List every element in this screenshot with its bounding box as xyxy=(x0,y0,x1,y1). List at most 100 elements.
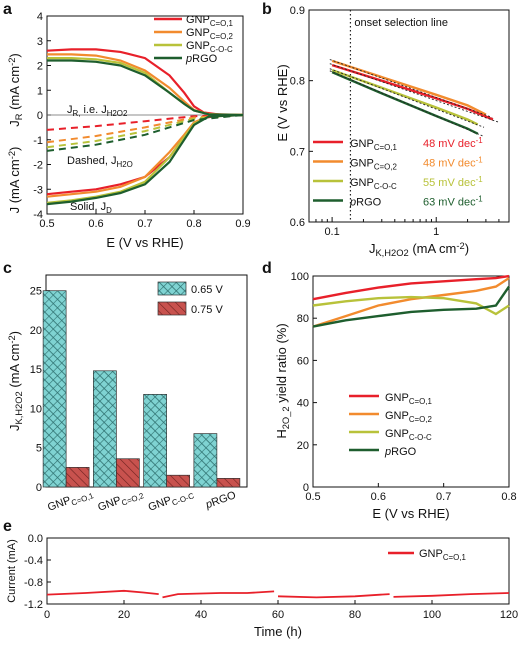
slope-label-b: 55 mV dec-1 xyxy=(423,175,483,189)
bar-0-3 xyxy=(193,433,218,488)
panel-b: 0.1 1 0.6 0.7 0.8 0.9 onset selection line GNPC… xyxy=(275,5,510,258)
y-tick-label-a: 4 xyxy=(37,11,43,23)
y-tick-label-a: -3 xyxy=(33,184,43,196)
legend-label-d: pRGO xyxy=(384,446,417,458)
y-tick-label-d: 40 xyxy=(297,398,309,410)
y-axis-label-e: Current (mA) xyxy=(6,539,18,603)
y-tick-label-a: 2 xyxy=(37,61,43,73)
y-tick-label-e: -0.4 xyxy=(24,555,43,567)
panel-label-a: a xyxy=(3,1,12,18)
panel-e: 0 20 40 60 80 100 120 0.0 -0.4 -0.8 -1.2 GNPC=O,1 Cu… xyxy=(6,533,518,639)
y-tick-label-c: 10 xyxy=(30,403,42,415)
y-tick-label-a: 1 xyxy=(37,85,43,97)
bar-1-0 xyxy=(65,467,90,488)
tafel-fit-0 xyxy=(329,63,500,123)
onset-label: onset selection line xyxy=(354,17,448,29)
x-axis-label-b: JK,H2O2 (mA cm-2) xyxy=(369,241,469,258)
legend-label-b: GNPC-O-C xyxy=(350,177,397,191)
category-label-c: GNPC-O-C xyxy=(147,486,196,515)
x-tick-label-e: 100 xyxy=(423,609,441,621)
category-label-c: pRGO xyxy=(203,489,238,511)
bar-1-1 xyxy=(116,458,140,488)
h2o-series-1 xyxy=(46,114,244,144)
annotation-solid: Solid, JD xyxy=(70,201,112,215)
disk-series-3 xyxy=(46,113,244,206)
x-tick-label-b: 1 xyxy=(433,226,439,238)
x-tick-label-e: 60 xyxy=(272,609,284,621)
panel-label-b: b xyxy=(262,1,272,18)
bar-0-0 xyxy=(42,290,67,488)
y-axis-label-c: JK,H2O2 (mA cm-2) xyxy=(7,331,24,431)
legend-label-d: GNPC=O,1 xyxy=(385,392,433,406)
stability-segment-1 xyxy=(162,590,275,599)
x-tick-label-b: 0.1 xyxy=(324,226,339,238)
panel-c: 0 5 10 15 20 25 GNPC=O,1 GNPC=O,2 GNPC-O-C pRGO 0.… xyxy=(7,274,248,516)
h2o-series-0 xyxy=(46,114,244,131)
tafel-series-3 xyxy=(331,71,479,135)
y-axis-label-a-bottom: J (mA cm-2) xyxy=(7,147,22,214)
yield-series-2 xyxy=(312,295,510,316)
x-tick-label-e: 0 xyxy=(44,609,50,621)
legend-label-e: GNPC=O,1 xyxy=(419,548,467,562)
y-tick-label-a: -4 xyxy=(33,209,43,221)
legend-label-b: pRGO xyxy=(349,197,382,209)
x-axis-label-e: Time (h) xyxy=(254,624,302,639)
y-axis-label-a-top: JR (mA cm-2) xyxy=(7,53,24,127)
legend-label-d: GNPC=O,2 xyxy=(385,410,432,424)
ring-series-3 xyxy=(47,59,244,117)
slope-label-b: 48 mV dec-1 xyxy=(423,156,483,170)
legend-label-a: GNPC=O,2 xyxy=(186,27,233,41)
y-tick-label-c: 15 xyxy=(30,364,42,376)
legend-swatch-c xyxy=(157,281,187,296)
y-tick-label-d: 20 xyxy=(297,440,309,452)
category-label-c: GNPC=O,2 xyxy=(96,487,145,516)
yield-series-3 xyxy=(312,285,510,328)
y-tick-label-b: 0.6 xyxy=(290,217,305,229)
plot-frame-b xyxy=(308,9,510,223)
y-tick-label-c: 0 xyxy=(36,482,42,494)
y-axis-label-d: H2O_2 yield ratio (%) xyxy=(274,323,291,438)
y-tick-label-e: -1.2 xyxy=(24,599,43,611)
ring-series-2 xyxy=(47,57,244,117)
slope-label-b: 63 mV dec-1 xyxy=(423,195,483,209)
legend-swatch-c xyxy=(157,301,187,316)
x-axis-label-d: E (V vs RHE) xyxy=(372,506,449,521)
category-label-c: GNPC=O,1 xyxy=(46,486,95,515)
y-tick-label-e: 0.0 xyxy=(28,533,43,545)
h2o-series-2 xyxy=(46,114,244,149)
y-axis-label-b: E (V vs RHE) xyxy=(275,64,290,141)
stability-segment-2 xyxy=(277,593,390,599)
y-tick-label-c: 25 xyxy=(30,286,42,298)
x-tick-label-e: 80 xyxy=(349,609,361,621)
panel-label-d: d xyxy=(262,260,272,277)
x-tick-label-d: 0.7 xyxy=(436,491,451,503)
x-tick-label-e: 20 xyxy=(118,609,130,621)
legend-label-a: pRGO xyxy=(185,53,218,65)
x-tick-label-e: 40 xyxy=(195,609,207,621)
stability-segment-3 xyxy=(393,592,510,598)
y-tick-label-c: 20 xyxy=(30,325,42,337)
y-tick-label-b: 0.9 xyxy=(290,5,305,17)
legend-label-c: 0.65 V xyxy=(191,284,223,296)
y-tick-label-a: 0 xyxy=(37,110,43,122)
legend-label-a: GNPC=O,1 xyxy=(186,14,234,28)
bar-1-3 xyxy=(216,478,241,488)
y-tick-label-b: 0.7 xyxy=(290,146,305,158)
annotation-dashed: Dashed, JH2O xyxy=(67,155,133,169)
legend-label-d: GNPC-O-C xyxy=(385,428,432,442)
y-tick-label-d: 60 xyxy=(297,355,309,367)
x-tick-label-a: 0.9 xyxy=(235,218,250,230)
x-tick-label-e: 120 xyxy=(500,609,518,621)
x-tick-label-d: 0.8 xyxy=(501,491,516,503)
legend-label-c: 0.75 V xyxy=(191,304,223,316)
tafel-fit-1 xyxy=(329,59,493,118)
bar-0-1 xyxy=(93,370,117,488)
plot-frame-d xyxy=(312,275,510,488)
y-tick-label-c: 5 xyxy=(36,443,42,455)
panel-d: 0.5 0.6 0.7 0.8 0 20 40 60 80 100 GNPC=O,1 GNPC=O,2… xyxy=(274,271,517,521)
stability-segment-0 xyxy=(46,589,159,596)
legend-label-b: GNPC=O,1 xyxy=(350,138,398,152)
x-tick-label-a: 0.5 xyxy=(39,218,54,230)
